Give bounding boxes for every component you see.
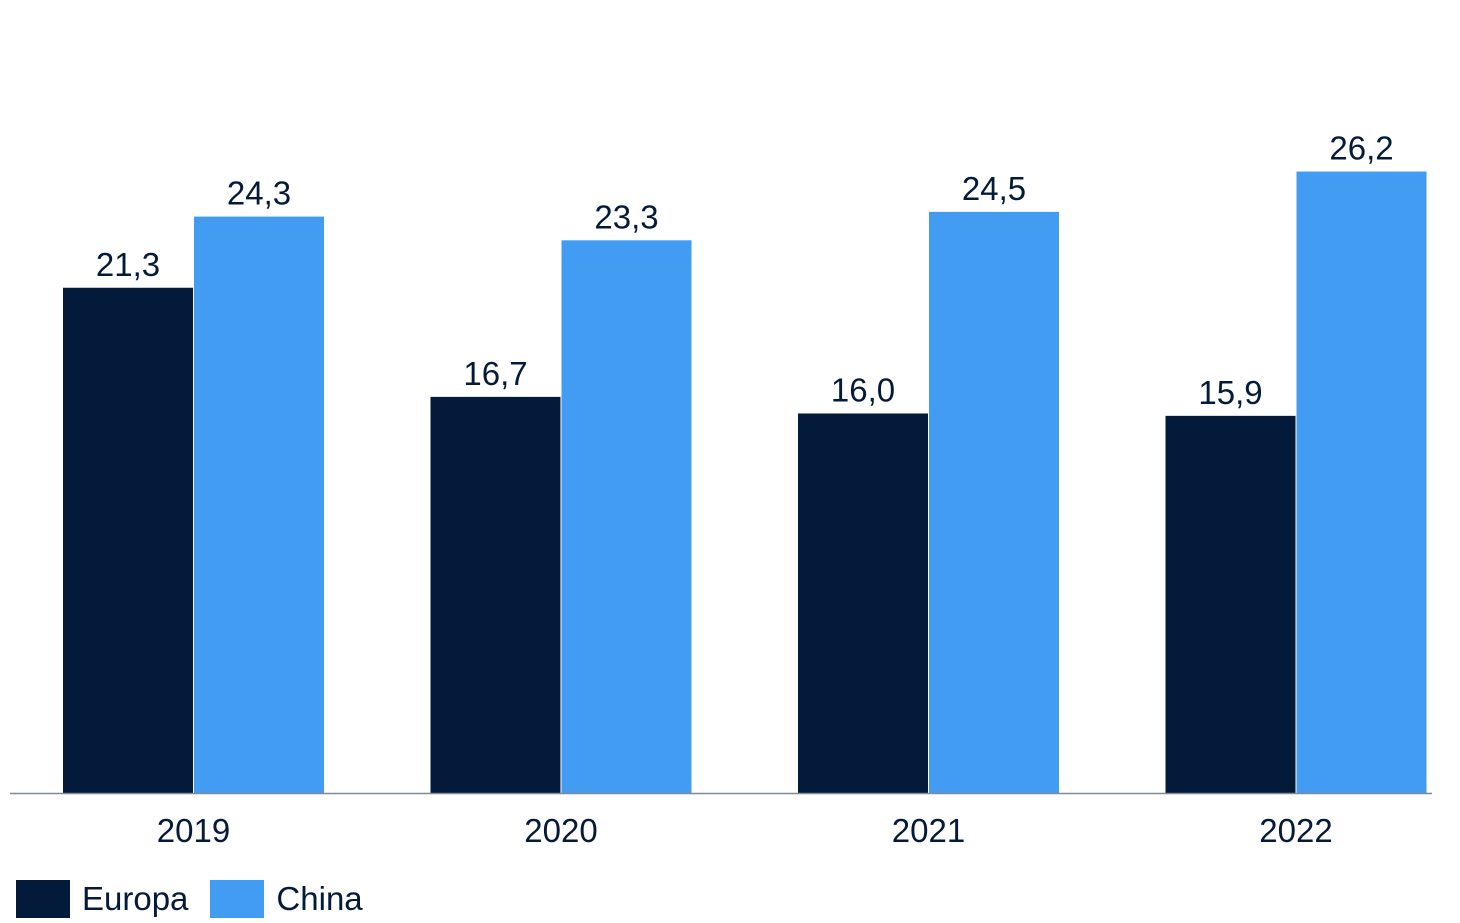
legend-item-china: China xyxy=(210,880,363,918)
x-tick-label-2019: 2019 xyxy=(157,812,230,849)
legend-swatch-europa xyxy=(16,880,70,918)
legend-item-europa: Europa xyxy=(16,880,188,918)
bar-china-2019 xyxy=(194,216,324,793)
x-tick-label-2022: 2022 xyxy=(1259,812,1332,849)
data-label-china-2020: 23,3 xyxy=(594,198,658,235)
data-label-europa-2019: 21,3 xyxy=(96,246,160,283)
legend-swatch-china xyxy=(210,880,265,918)
data-label-europa-2021: 16,0 xyxy=(831,371,895,408)
bar-europa-2022 xyxy=(1165,415,1296,793)
data-label-china-2019: 24,3 xyxy=(227,175,291,212)
legend-label-europa: Europa xyxy=(82,880,189,917)
bar-europa-2020 xyxy=(430,396,561,793)
chart-legend: Europa China xyxy=(16,880,385,918)
bar-china-2020 xyxy=(561,240,692,794)
bar-china-2021 xyxy=(929,211,1059,794)
x-tick-label-2021: 2021 xyxy=(892,812,965,849)
data-label-europa-2020: 16,7 xyxy=(463,355,527,392)
bar-europa-2019 xyxy=(63,287,193,793)
bar-europa-2021 xyxy=(798,413,928,793)
x-tick-label-2020: 2020 xyxy=(524,812,597,849)
data-label-china-2022: 26,2 xyxy=(1329,130,1393,167)
bar-china-2022 xyxy=(1296,171,1427,793)
data-label-china-2021: 24,5 xyxy=(962,170,1026,207)
data-label-europa-2022: 15,9 xyxy=(1198,374,1262,411)
legend-label-china: China xyxy=(276,880,363,917)
